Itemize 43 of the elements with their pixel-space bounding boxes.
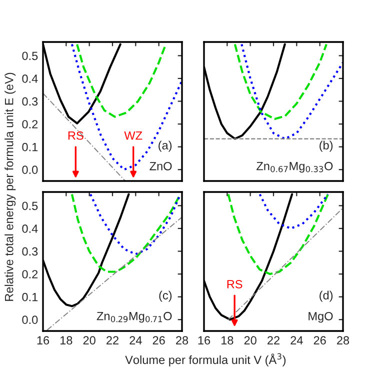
y-tick-label: 0.3: [22, 97, 38, 106]
annotation: (d): [320, 290, 333, 302]
x-tick-label: 24: [130, 336, 142, 344]
x-tick-label: 20: [83, 336, 96, 345]
x-tick-label: 26: [152, 336, 165, 345]
y-tick-label: 0.0: [22, 166, 38, 174]
x-tick-label: 16: [37, 336, 50, 345]
annotation: RS: [227, 280, 242, 288]
y-tick-label: 0.1: [22, 292, 38, 302]
annotation: WZ: [124, 132, 142, 140]
annotation: RS: [68, 131, 84, 140]
annotation: (a): [158, 140, 172, 152]
y-tick-label: 0.4: [22, 74, 38, 83]
line-series: [76, 43, 167, 118]
line-series: [70, 193, 182, 273]
x-tick-label: 26: [314, 336, 326, 345]
x-tick-label: 16: [198, 336, 210, 345]
y-tick-label: 0.4: [22, 224, 38, 233]
y-tick-label: 0.2: [22, 270, 38, 278]
x-axis-title: Volume per formula unit V (Å$^{3}$): [125, 353, 286, 366]
x-tick-label: 24: [290, 336, 303, 344]
annotation: (b): [320, 140, 333, 152]
y-tick-label: 0.2: [22, 120, 38, 128]
annotation: (c): [159, 290, 172, 302]
x-tick-label: 20: [244, 336, 256, 345]
y-tick-label: 0.0: [22, 316, 38, 324]
annotation: MgO: [308, 312, 333, 323]
y-axis-title: Relative total energy per formula unit E (eV): [4, 72, 16, 301]
annotation: Zn$_{0.67}$Mg$_{0.33}$O: [256, 162, 333, 173]
annotation: ZnO: [150, 162, 172, 170]
x-tick-label: 28: [176, 336, 188, 345]
x-tick-label: 18: [60, 336, 72, 345]
y-tick-label: 0.3: [22, 247, 38, 256]
annotation: Zn$_{0.29}$Mg$_{0.71}$O: [96, 312, 172, 323]
x-tick-label: 18: [222, 336, 234, 345]
y-tick-label: 0.5: [22, 52, 38, 60]
x-tick-label: 22: [106, 336, 118, 344]
x-tick-label: 28: [337, 336, 350, 345]
x-tick-label: 22: [268, 336, 280, 344]
line-series: [89, 193, 182, 256]
y-tick-label: 0.1: [22, 142, 38, 152]
line-series: [70, 43, 182, 171]
y-tick-label: 0.5: [22, 202, 38, 210]
